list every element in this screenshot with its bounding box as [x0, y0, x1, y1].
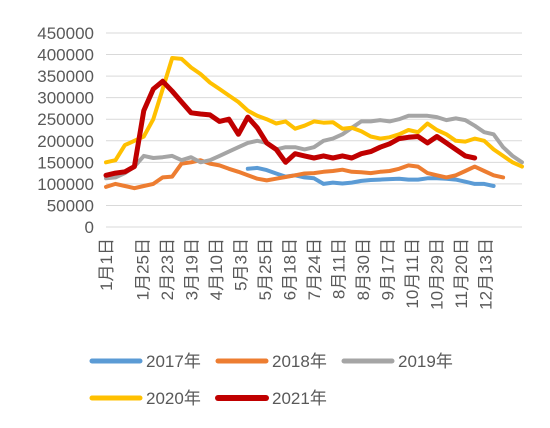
legend-label: 2017年 — [146, 352, 201, 371]
x-axis-tick-labels: 1月1日 1月25日 2月23日 3月19日 4月10日 5月3日 5月25日 6月18日 7月… — [97, 238, 495, 310]
x-tick-label: 7月24日 — [305, 238, 324, 300]
x-tick-label: 1月25日 — [134, 238, 153, 300]
x-tick-label: 6月18日 — [281, 238, 300, 300]
x-tick-label: 11月20日 — [452, 238, 471, 309]
x-tick-label: 9月17日 — [378, 238, 397, 300]
y-tick-label: 450000 — [37, 24, 94, 43]
legend-label: 2020年 — [146, 389, 201, 408]
y-tick-label: 400000 — [37, 46, 94, 65]
y-tick-label: 350000 — [37, 67, 94, 86]
y-axis-tick-labels: 0 50000 100000 150000 200000 250000 300000 3500… — [37, 24, 94, 237]
series-line-2018年 — [104, 158, 506, 191]
x-tick-label: 10月29日 — [427, 238, 446, 310]
series-line-2020年 — [104, 56, 524, 169]
y-tick-label: 0 — [85, 218, 94, 237]
legend: 2017年 2018年 2019年 2020年 2021年 — [89, 352, 453, 408]
y-tick-label: 200000 — [37, 132, 94, 151]
x-tick-label: 8月30日 — [354, 238, 373, 300]
y-tick-label: 300000 — [37, 89, 94, 108]
x-tick-label: 4月10日 — [207, 238, 226, 300]
legend-label: 2018年 — [272, 352, 327, 371]
y-tick-label: 150000 — [37, 153, 94, 172]
x-tick-label: 5月3日 — [232, 238, 251, 291]
x-tick-label: 3月19日 — [183, 238, 202, 300]
legend-label: 2021年 — [272, 389, 327, 408]
x-tick-label: 10月11日 — [403, 238, 422, 309]
x-tick-label: 1月1日 — [97, 238, 116, 291]
x-tick-label: 5月25日 — [256, 238, 275, 300]
y-tick-label: 50000 — [47, 196, 94, 215]
x-tick-label: 12月13日 — [476, 238, 495, 310]
y-tick-label: 100000 — [37, 175, 94, 194]
series-line-2019年 — [104, 113, 524, 181]
gridlines — [106, 32, 522, 228]
x-tick-label: 2月23日 — [158, 238, 177, 300]
y-tick-label: 250000 — [37, 110, 94, 129]
x-tick-label: 8月11日 — [329, 238, 348, 299]
series-line-2021年 — [103, 78, 478, 178]
legend-label: 2019年 — [398, 352, 453, 371]
series-lines — [103, 56, 524, 191]
